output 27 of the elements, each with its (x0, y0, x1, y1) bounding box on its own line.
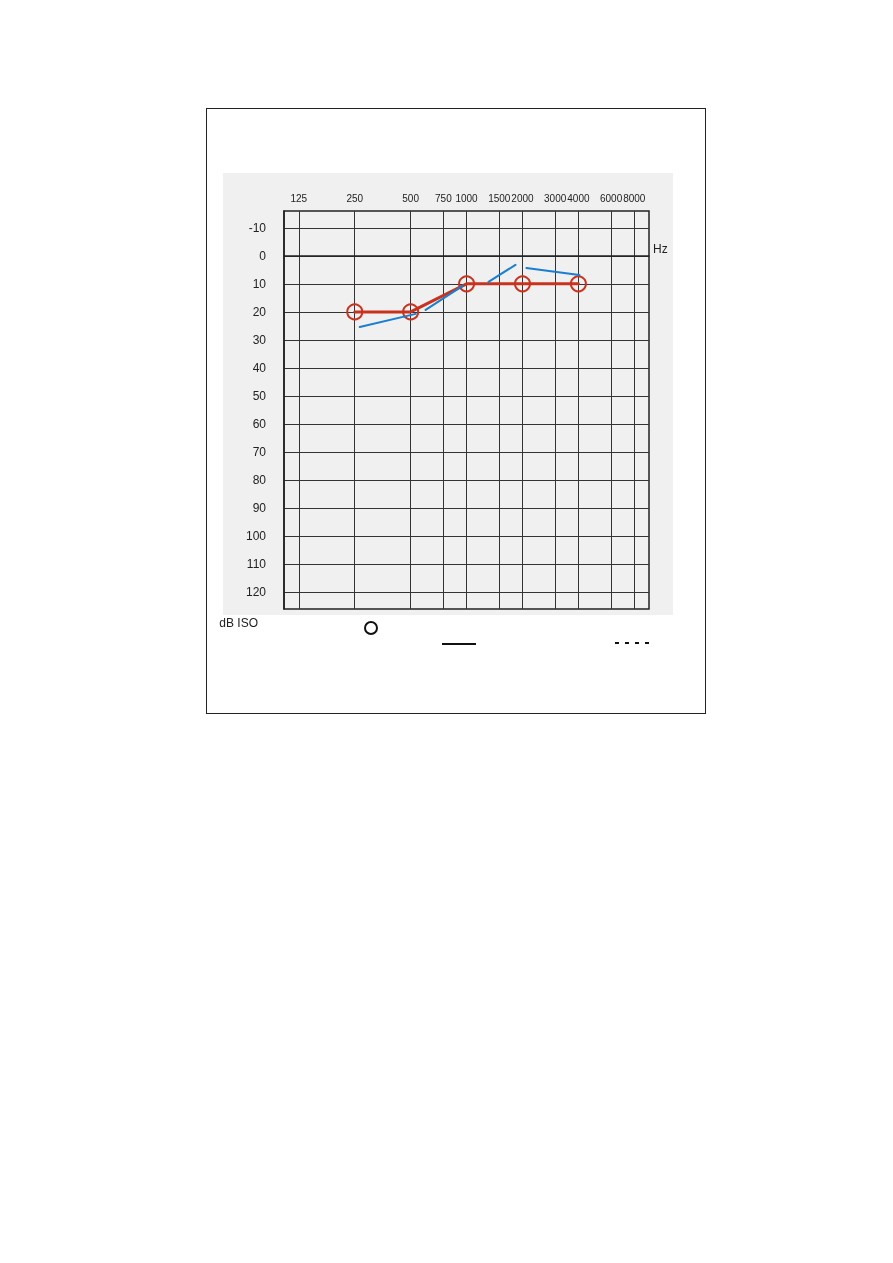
y-tick-label: 70 (252, 445, 267, 460)
y-tick-label: 100 (245, 529, 267, 544)
y-tick-label: -10 (248, 220, 267, 235)
x-tick-label: 2000 (511, 192, 535, 204)
y-tick-label: 30 (252, 332, 267, 347)
y-tick-label: 10 (252, 276, 267, 291)
x-tick-label: 6000 (599, 192, 623, 204)
y-tick-label: 60 (252, 417, 267, 432)
x-tick-label: 8000 (623, 192, 646, 204)
y-tick-label: 110 (246, 557, 267, 572)
x-tick-label: 4000 (567, 192, 590, 204)
y-tick-label: 50 (252, 388, 267, 403)
x-axis-title: Hz (653, 241, 668, 256)
y-tick-label: 120 (245, 585, 267, 600)
y-tick-label: 0 (259, 248, 267, 263)
x-tick-label: 250 (346, 192, 364, 204)
x-tick-label: 1500 (488, 192, 511, 204)
y-tick-label: 20 (252, 304, 267, 319)
x-tick-label: 1000 (455, 192, 479, 204)
x-tick-label: 750 (435, 192, 453, 204)
y-tick-label: 80 (252, 473, 267, 488)
x-tick-label: 500 (402, 192, 420, 204)
y-axis-title: dB ISO (219, 616, 258, 630)
y-tick-label: 40 (252, 360, 267, 375)
x-tick-label: 125 (290, 192, 308, 204)
y-tick-label: 90 (252, 501, 267, 516)
x-tick-label: 3000 (544, 192, 567, 204)
